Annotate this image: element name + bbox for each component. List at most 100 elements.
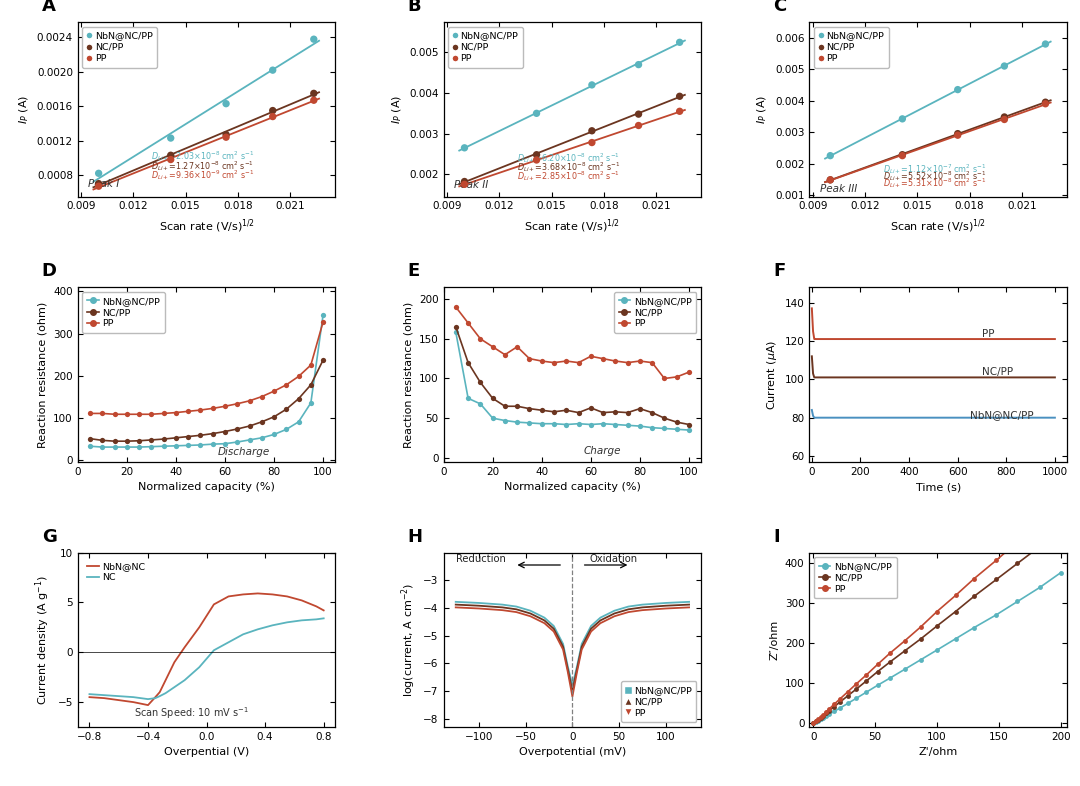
- Point: [894, 149, 912, 161]
- Text: $D_{Li+}$=5.52×10$^{-8}$ cm$^2$ s$^{-1}$: $D_{Li+}$=5.52×10$^{-8}$ cm$^2$ s$^{-1}$: [882, 169, 986, 182]
- Point: [996, 113, 1013, 126]
- Y-axis label: $I_P$ (A): $I_P$ (A): [390, 94, 404, 124]
- Legend: NbN@NC/PP, NC/PP, PP: NbN@NC/PP, NC/PP, PP: [814, 27, 889, 68]
- Point: [671, 105, 688, 118]
- Text: H: H: [407, 527, 422, 545]
- Point: [630, 58, 647, 71]
- Y-axis label: Reaction resistance (ohm): Reaction resistance (ohm): [38, 301, 48, 448]
- Point: [456, 178, 473, 191]
- Text: F: F: [773, 263, 785, 281]
- Legend: NbN@NC/PP, NC/PP, PP: NbN@NC/PP, NC/PP, PP: [814, 557, 896, 598]
- Point: [996, 60, 1013, 72]
- Point: [822, 174, 839, 186]
- Text: Scan Speed: 10 mV s$^{-1}$: Scan Speed: 10 mV s$^{-1}$: [134, 705, 249, 721]
- Text: Peak III: Peak III: [820, 185, 858, 194]
- Point: [583, 79, 600, 91]
- Text: $D_{Li+}$=1.12×10$^{-7}$ cm$^2$ s$^{-1}$: $D_{Li+}$=1.12×10$^{-7}$ cm$^2$ s$^{-1}$: [882, 162, 986, 176]
- Text: Reduction: Reduction: [456, 554, 505, 564]
- Point: [306, 87, 323, 100]
- Text: PP: PP: [982, 329, 995, 339]
- Y-axis label: Current density (A g$^{-1}$): Current density (A g$^{-1}$): [33, 575, 52, 705]
- Point: [822, 149, 839, 162]
- X-axis label: Scan rate (V/s)$^{1/2}$: Scan rate (V/s)$^{1/2}$: [525, 217, 620, 234]
- Point: [217, 97, 234, 110]
- Point: [162, 153, 179, 166]
- Point: [630, 119, 647, 132]
- Point: [949, 129, 967, 141]
- Point: [217, 128, 234, 141]
- Point: [90, 178, 107, 190]
- Point: [671, 90, 688, 102]
- Text: G: G: [42, 527, 56, 545]
- X-axis label: Time (s): Time (s): [916, 482, 961, 492]
- Legend: NbN@NC/PP, NC/PP, PP: NbN@NC/PP, NC/PP, PP: [448, 27, 523, 68]
- Text: $D_{Li+}$=2.85×10$^{-8}$ cm$^2$ s$^{-1}$: $D_{Li+}$=2.85×10$^{-8}$ cm$^2$ s$^{-1}$: [516, 169, 620, 182]
- Point: [996, 111, 1013, 123]
- Text: NC/PP: NC/PP: [982, 368, 1013, 377]
- X-axis label: Overpential (V): Overpential (V): [164, 747, 249, 758]
- Y-axis label: $I_P$ (A): $I_P$ (A): [17, 94, 31, 124]
- Point: [306, 33, 323, 46]
- Text: $D_{Li+}$=9.36×10$^{-9}$ cm$^2$ s$^{-1}$: $D_{Li+}$=9.36×10$^{-9}$ cm$^2$ s$^{-1}$: [151, 168, 254, 182]
- Point: [456, 175, 473, 188]
- Y-axis label: Current ($\mu$A): Current ($\mu$A): [766, 340, 780, 410]
- Point: [1037, 38, 1054, 50]
- Legend: NbN@NC/PP, NC/PP, PP: NbN@NC/PP, NC/PP, PP: [82, 27, 158, 68]
- Legend: NbN@NC, NC: NbN@NC, NC: [82, 557, 150, 587]
- Legend: NbN@NC/PP, NC/PP, PP: NbN@NC/PP, NC/PP, PP: [615, 292, 697, 333]
- Text: D: D: [42, 263, 56, 281]
- Y-axis label: $I_P$ (A): $I_P$ (A): [756, 94, 769, 124]
- Text: E: E: [407, 263, 420, 281]
- Legend: NbN@NC/PP, NC/PP, PP: NbN@NC/PP, NC/PP, PP: [621, 681, 697, 722]
- X-axis label: Z'/ohm: Z'/ohm: [919, 747, 958, 758]
- Point: [949, 83, 967, 96]
- Point: [894, 112, 912, 125]
- Point: [630, 108, 647, 120]
- Text: C: C: [773, 0, 786, 15]
- Point: [306, 94, 323, 107]
- Text: A: A: [42, 0, 55, 15]
- Y-axis label: Z″/ohm: Z″/ohm: [769, 619, 780, 660]
- Point: [583, 136, 600, 149]
- Y-axis label: log(current, A cm$^{-2}$): log(current, A cm$^{-2}$): [400, 582, 418, 697]
- Text: $D_{Li+}$=6.20×10$^{-8}$ cm$^2$ s$^{-1}$: $D_{Li+}$=6.20×10$^{-8}$ cm$^2$ s$^{-1}$: [516, 151, 620, 165]
- Text: Charge: Charge: [583, 446, 621, 456]
- Point: [822, 174, 839, 186]
- Text: I: I: [773, 527, 780, 545]
- X-axis label: Overpotential (mV): Overpotential (mV): [518, 747, 626, 758]
- Text: Peak II: Peak II: [454, 181, 488, 190]
- Point: [583, 124, 600, 137]
- Text: B: B: [407, 0, 421, 15]
- Legend: NbN@NC/PP, NC/PP, PP: NbN@NC/PP, NC/PP, PP: [82, 292, 165, 333]
- Text: $D_{Li+}$=3.68×10$^{-8}$ cm$^2$ s$^{-1}$: $D_{Li+}$=3.68×10$^{-8}$ cm$^2$ s$^{-1}$: [516, 160, 620, 174]
- X-axis label: Scan rate (V/s)$^{1/2}$: Scan rate (V/s)$^{1/2}$: [159, 217, 255, 234]
- Text: NbN@NC/PP: NbN@NC/PP: [970, 410, 1034, 420]
- Text: $D_{Li+}$=2.03×10$^{-8}$ cm$^2$ s$^{-1}$: $D_{Li+}$=2.03×10$^{-8}$ cm$^2$ s$^{-1}$: [151, 149, 254, 163]
- Point: [265, 64, 282, 76]
- Point: [90, 180, 107, 193]
- Point: [90, 167, 107, 179]
- Point: [671, 36, 688, 49]
- Text: Discharge: Discharge: [217, 446, 270, 457]
- Point: [894, 149, 912, 162]
- Point: [949, 127, 967, 140]
- Point: [265, 105, 282, 117]
- Text: $D_{Li+}$=1.27×10$^{-8}$ cm$^2$ s$^{-1}$: $D_{Li+}$=1.27×10$^{-8}$ cm$^2$ s$^{-1}$: [151, 159, 254, 172]
- Text: $D_{Li+}$=5.31×10$^{-8}$ cm$^2$ s$^{-1}$: $D_{Li+}$=5.31×10$^{-8}$ cm$^2$ s$^{-1}$: [882, 176, 986, 189]
- Point: [1037, 96, 1054, 108]
- X-axis label: Normalized capacity (%): Normalized capacity (%): [138, 482, 275, 492]
- Point: [162, 149, 179, 162]
- X-axis label: Normalized capacity (%): Normalized capacity (%): [504, 482, 640, 492]
- Point: [528, 149, 545, 161]
- Point: [528, 107, 545, 119]
- Point: [528, 154, 545, 167]
- Text: Peak I: Peak I: [89, 179, 120, 189]
- Point: [265, 110, 282, 123]
- Point: [456, 141, 473, 154]
- Y-axis label: Reaction resistance (ohm): Reaction resistance (ohm): [404, 301, 414, 448]
- Point: [217, 131, 234, 144]
- Point: [162, 132, 179, 145]
- Text: Oxidation: Oxidation: [590, 554, 637, 564]
- X-axis label: Scan rate (V/s)$^{1/2}$: Scan rate (V/s)$^{1/2}$: [890, 217, 986, 234]
- Point: [1037, 97, 1054, 110]
